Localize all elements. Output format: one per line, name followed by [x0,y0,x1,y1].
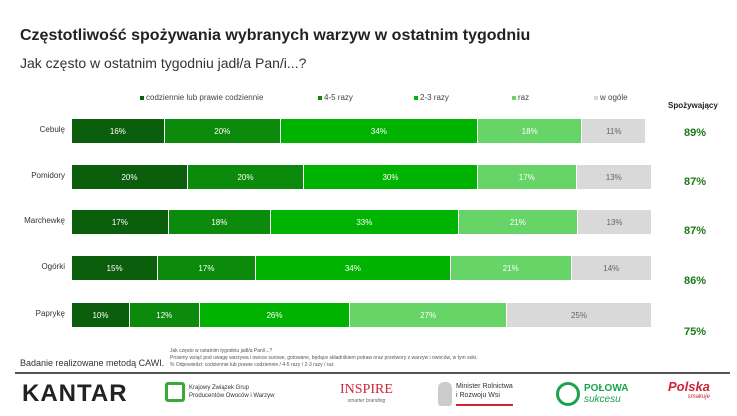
legend-label: w ogóle [600,93,628,102]
legend-swatch [414,95,418,100]
category-label: Pomidory [31,171,65,180]
note-line: Prosimy wziąć pod uwagę warzywa i owoce … [170,355,478,361]
bar-segment: 13% [578,210,652,234]
kzgp-icon [165,382,185,402]
kantar-logo: KANTAR [22,380,128,407]
bar-segment: 18% [168,210,271,234]
total-value: 87% [684,176,707,188]
total-value: 89% [684,127,707,139]
bar-segment: 14% [571,256,652,280]
bar-row: Cebulę 16% 20% 34% 18% 11% [0,119,737,143]
bar-segment: 11% [582,119,647,143]
divider [15,372,730,374]
bar-segment: 27% [350,303,507,327]
bar-segment: 17% [72,210,169,234]
legend-item: 4-5 razy [318,93,353,102]
bar-segment: 16% [72,119,165,143]
legend-label: 4-5 razy [324,93,353,102]
legend-item: w ogóle [594,93,628,102]
bar-row: Pomidory 20% 20% 30% 17% 13% [0,165,737,189]
legend-swatch [140,95,144,100]
note-line: Jak często w ostatnim tygodniu jadł/a Pa… [170,348,273,354]
bar-segment: 20% [164,119,281,143]
bar-segment: 30% [304,165,478,189]
bar-segment: 13% [576,165,652,189]
stacked-bar: 15% 17% 34% 21% 14% [72,256,652,280]
total-value: 86% [684,275,707,287]
legend: codziennie lub prawie codziennie 4-5 razy… [0,93,737,105]
inspire-logo: INSPIRE smarter branding [340,382,393,404]
legend-label: 2-3 razy [420,93,449,102]
bar-segment: 15% [72,256,159,280]
polowa-icon [556,382,580,406]
total-value: 75% [684,326,707,338]
bar-segment: 17% [158,256,256,280]
bar-row: Paprykę 10% 12% 26% 27% 25% [0,303,737,327]
bar-segment: 20% [72,165,188,189]
bar-segment: 25% [506,303,652,327]
bar-segment: 17% [478,165,577,189]
legend-item: 2-3 razy [414,93,449,102]
category-label: Ogórki [41,262,65,271]
bar-segment: 18% [477,119,583,143]
legend-item: codziennie lub prawie codziennie [140,93,263,102]
polowa-logo: POŁOWA sukcesu [556,382,628,406]
chart-title: Częstotliwość spożywania wybranych warzy… [20,27,531,44]
category-label: Cebulę [39,125,65,134]
bar-segment: 10% [72,303,130,327]
legend-swatch [512,95,516,100]
bar-row: Ogórki 15% 17% 34% 21% 14% [0,256,737,280]
question-notes: Jak często w ostatnim tygodniu jadł/a Pa… [170,348,477,369]
method-note: Badanie realizowane metodą CAWI. [20,358,165,368]
bar-segment: 34% [280,119,478,143]
legend-label: raz [518,93,530,102]
bar-segment: 33% [271,210,459,234]
polska-smakuje-logo: Polska smakuje [668,379,710,400]
bar-segment: 34% [255,256,451,280]
bar-segment: 12% [130,303,200,327]
total-value: 87% [684,225,707,237]
legend-swatch [594,95,598,100]
minister-logo: Minister Rolnictwa i Rozwoju Wsi [438,382,513,406]
category-label: Marchewkę [24,216,65,225]
bar-segment: 26% [199,303,351,327]
totals-header: Spożywający [668,101,718,110]
bar-segment: 21% [450,256,572,280]
bar-row: Marchewkę 17% 18% 33% 21% 13% [0,210,737,234]
eagle-icon [438,382,452,406]
stacked-bar: 10% 12% 26% 27% 25% [72,303,652,327]
stacked-bar: 20% 20% 30% 17% 13% [72,165,652,189]
stacked-bar: 16% 20% 34% 18% 11% [72,119,652,143]
kzgp-logo: Krajowy Związek Grup Producentów Owoców i… [165,382,274,402]
legend-item: raz [512,93,529,102]
stacked-bar: 17% 18% 33% 21% 13% [72,210,652,234]
category-label: Paprykę [35,309,65,318]
logo-bar: KANTAR Krajowy Związek Grup Producentów O… [0,378,737,414]
legend-label: codziennie lub prawie codziennie [146,93,264,102]
note-line: % Odpowiedzi: codziennie lub prawie codz… [170,362,334,368]
legend-swatch [318,95,322,100]
bar-segment: 20% [188,165,304,189]
bar-segment: 21% [458,210,579,234]
chart-subtitle: Jak często w ostatnim tygodniu jadł/a Pa… [20,55,307,71]
